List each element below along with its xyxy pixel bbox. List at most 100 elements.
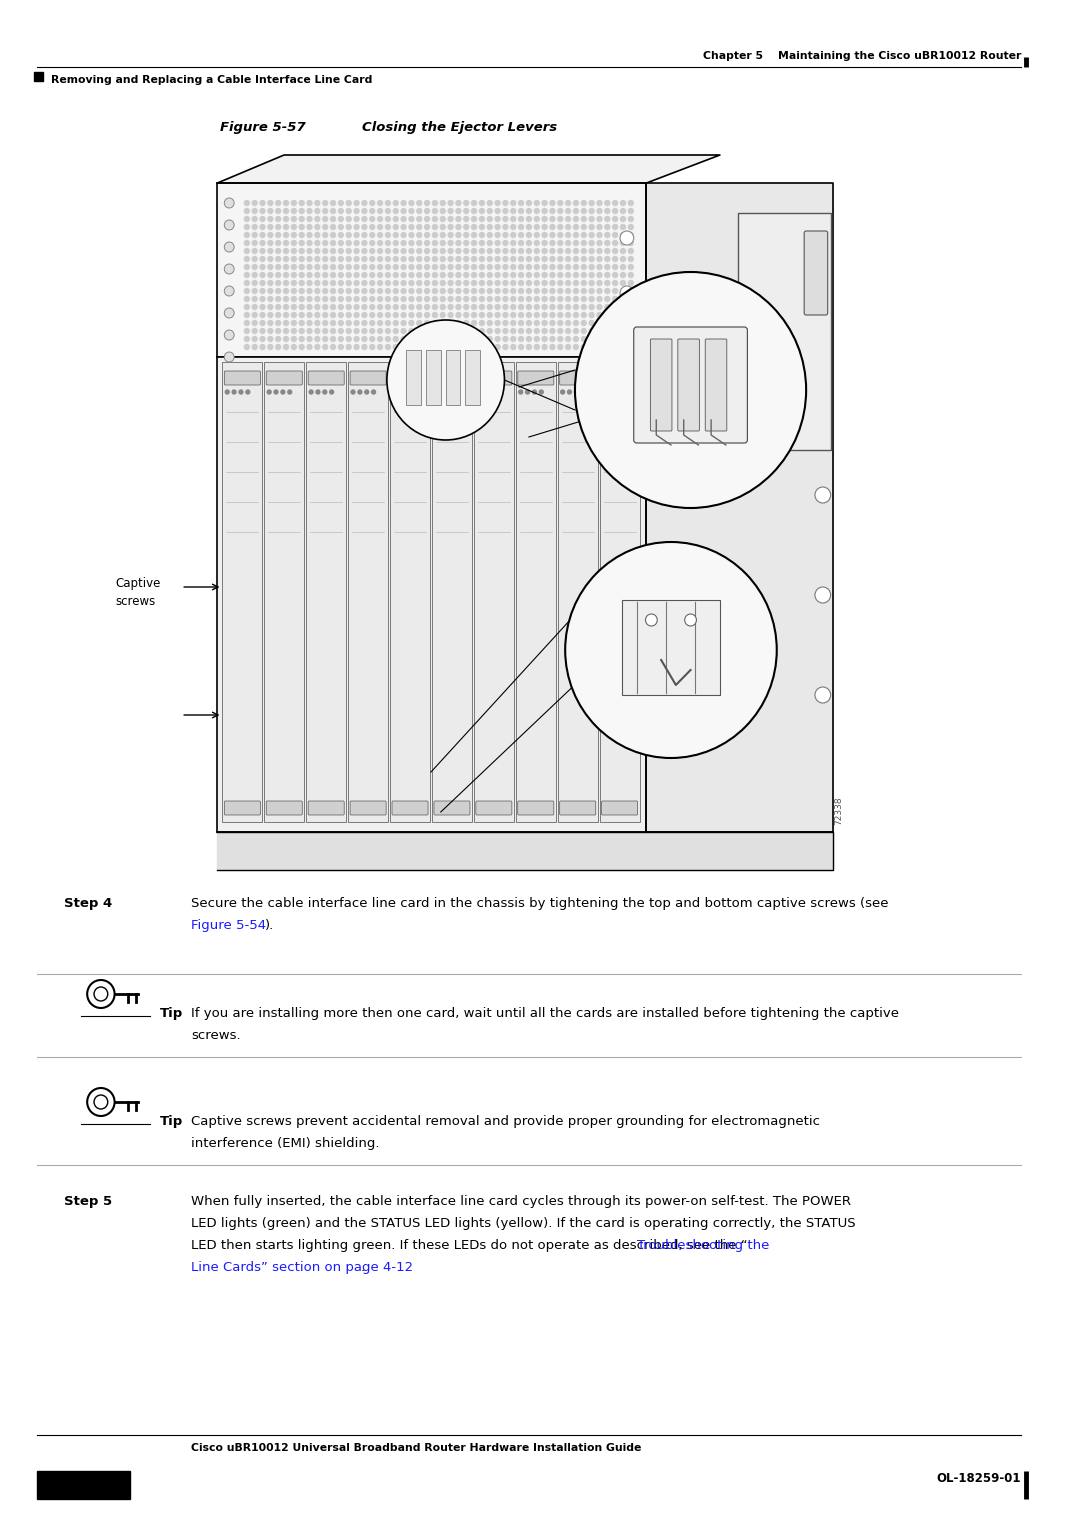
- Circle shape: [581, 240, 586, 246]
- Circle shape: [472, 240, 476, 246]
- Circle shape: [299, 224, 305, 229]
- Circle shape: [253, 281, 257, 286]
- Circle shape: [292, 304, 296, 310]
- Circle shape: [621, 200, 625, 206]
- Circle shape: [495, 328, 500, 333]
- Circle shape: [268, 321, 273, 325]
- Circle shape: [354, 257, 359, 261]
- Circle shape: [274, 389, 278, 394]
- Circle shape: [307, 304, 312, 310]
- Circle shape: [268, 240, 273, 246]
- Circle shape: [503, 249, 508, 253]
- Circle shape: [448, 289, 453, 293]
- Circle shape: [511, 224, 516, 229]
- Circle shape: [472, 304, 476, 310]
- Circle shape: [612, 264, 618, 269]
- Circle shape: [253, 224, 257, 229]
- Circle shape: [275, 313, 281, 318]
- Circle shape: [378, 345, 382, 350]
- Circle shape: [590, 232, 594, 238]
- Bar: [406, 350, 421, 405]
- Circle shape: [417, 272, 421, 278]
- Circle shape: [590, 240, 594, 246]
- Circle shape: [558, 336, 563, 342]
- Circle shape: [292, 281, 296, 286]
- Circle shape: [550, 224, 555, 229]
- Circle shape: [558, 289, 563, 293]
- Circle shape: [535, 328, 539, 333]
- Circle shape: [441, 345, 445, 350]
- Circle shape: [378, 209, 382, 214]
- Circle shape: [386, 328, 390, 333]
- Circle shape: [558, 249, 563, 253]
- Circle shape: [369, 272, 375, 278]
- Circle shape: [456, 313, 461, 318]
- Circle shape: [558, 224, 563, 229]
- Circle shape: [354, 217, 359, 221]
- Circle shape: [503, 289, 508, 293]
- Circle shape: [605, 224, 610, 229]
- Circle shape: [369, 336, 375, 342]
- Circle shape: [621, 321, 625, 325]
- Circle shape: [432, 209, 437, 214]
- Circle shape: [503, 313, 508, 318]
- Circle shape: [354, 296, 359, 301]
- Circle shape: [567, 389, 571, 394]
- Circle shape: [299, 232, 305, 238]
- Circle shape: [612, 296, 618, 301]
- Circle shape: [226, 389, 229, 394]
- Circle shape: [347, 289, 351, 293]
- Circle shape: [573, 224, 579, 229]
- Text: Figure 5-57: Figure 5-57: [220, 122, 306, 134]
- Circle shape: [566, 336, 570, 342]
- Circle shape: [561, 389, 565, 394]
- Circle shape: [315, 240, 320, 246]
- Polygon shape: [647, 183, 833, 832]
- Circle shape: [441, 313, 445, 318]
- Circle shape: [338, 257, 343, 261]
- Circle shape: [338, 200, 343, 206]
- Circle shape: [424, 336, 430, 342]
- Circle shape: [621, 224, 625, 229]
- Circle shape: [629, 200, 633, 206]
- Circle shape: [441, 264, 445, 269]
- FancyBboxPatch shape: [434, 371, 470, 385]
- Circle shape: [315, 264, 320, 269]
- Circle shape: [253, 336, 257, 342]
- Circle shape: [550, 296, 555, 301]
- Circle shape: [401, 345, 406, 350]
- Circle shape: [253, 264, 257, 269]
- Circle shape: [260, 264, 265, 269]
- Circle shape: [347, 232, 351, 238]
- Circle shape: [330, 289, 336, 293]
- Circle shape: [260, 328, 265, 333]
- Circle shape: [526, 328, 531, 333]
- Circle shape: [597, 289, 602, 293]
- Circle shape: [550, 281, 555, 286]
- Circle shape: [284, 328, 288, 333]
- Circle shape: [472, 289, 476, 293]
- FancyBboxPatch shape: [517, 802, 554, 815]
- Circle shape: [307, 321, 312, 325]
- Circle shape: [518, 257, 524, 261]
- FancyBboxPatch shape: [308, 802, 345, 815]
- Circle shape: [463, 264, 469, 269]
- Circle shape: [417, 281, 421, 286]
- Circle shape: [354, 232, 359, 238]
- Circle shape: [424, 200, 430, 206]
- Circle shape: [369, 313, 375, 318]
- Circle shape: [480, 321, 484, 325]
- Circle shape: [315, 232, 320, 238]
- Circle shape: [432, 321, 437, 325]
- Circle shape: [535, 224, 539, 229]
- Circle shape: [597, 240, 602, 246]
- Circle shape: [646, 614, 658, 626]
- Circle shape: [386, 232, 390, 238]
- Circle shape: [597, 336, 602, 342]
- Circle shape: [268, 296, 273, 301]
- Circle shape: [307, 257, 312, 261]
- Circle shape: [432, 345, 437, 350]
- Circle shape: [550, 345, 555, 350]
- Circle shape: [386, 345, 390, 350]
- Circle shape: [566, 289, 570, 293]
